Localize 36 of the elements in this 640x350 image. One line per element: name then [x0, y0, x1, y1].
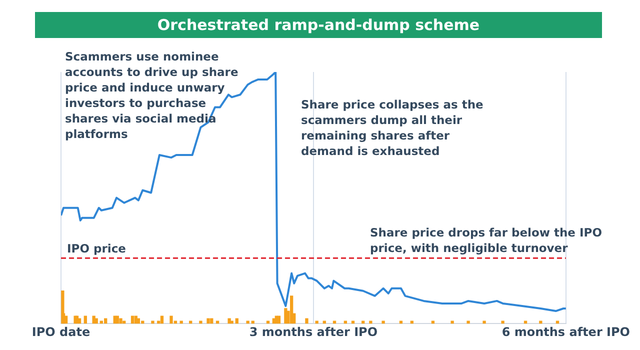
- bar: [170, 316, 173, 324]
- annotation: Share price drops far below the IPO price, with negligible turnover: [370, 226, 602, 256]
- bar: [78, 318, 82, 324]
- bar: [501, 320, 504, 324]
- ref-line-label: IPO price: [67, 241, 126, 256]
- bar: [206, 318, 210, 324]
- bar: [160, 316, 164, 324]
- bar: [119, 318, 122, 324]
- bar: [235, 318, 238, 324]
- bar: [116, 316, 119, 324]
- bar: [228, 318, 231, 324]
- bar: [466, 320, 470, 324]
- bar: [246, 320, 250, 324]
- bar: [104, 318, 108, 324]
- bar: [277, 316, 281, 324]
- bar: [136, 318, 140, 324]
- bar: [84, 316, 87, 324]
- bar: [482, 320, 486, 324]
- bar: [305, 318, 308, 324]
- bar: [130, 316, 134, 324]
- bar: [210, 318, 214, 324]
- bar: [450, 320, 454, 324]
- chart-title: Orchestrated ramp-and-dump scheme: [35, 12, 602, 38]
- bar: [199, 320, 202, 324]
- x-tick-label: IPO date: [32, 324, 90, 339]
- x-tick-label: 3 months after IPO: [249, 324, 378, 339]
- bar: [382, 320, 385, 324]
- bar: [94, 318, 98, 324]
- bar: [92, 316, 96, 324]
- bar: [369, 320, 372, 324]
- bar: [315, 320, 318, 324]
- bar: [64, 316, 68, 324]
- bar: [151, 320, 154, 324]
- bar: [539, 320, 542, 324]
- x-tick-label: 6 months after IPO: [502, 324, 630, 339]
- annotation: Share price collapses as the scammers dump all their remaining shares after demand is exhausted: [301, 98, 484, 158]
